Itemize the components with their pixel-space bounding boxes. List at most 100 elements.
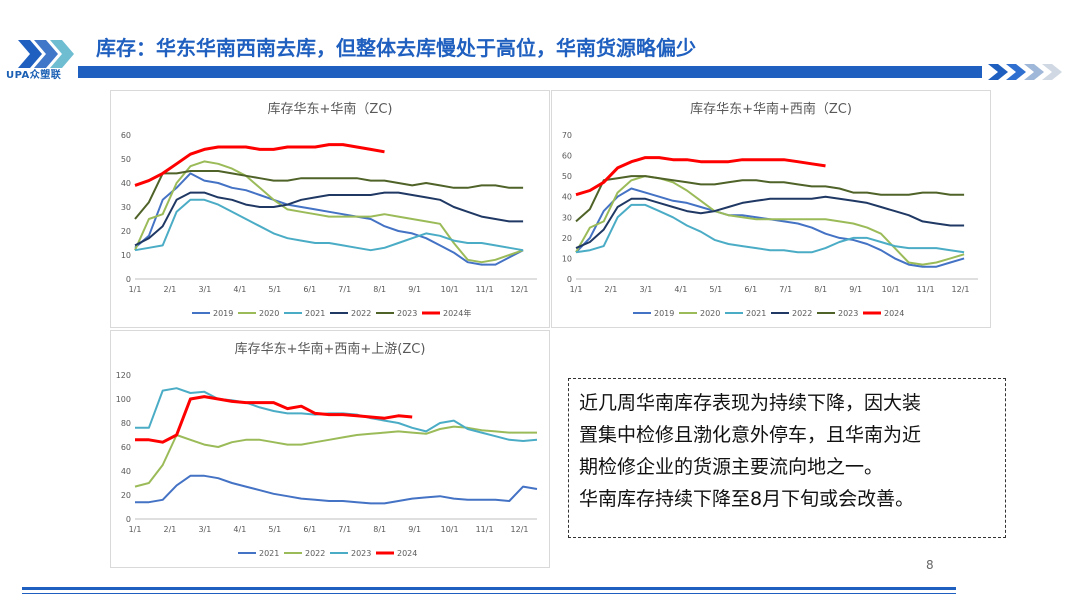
commentary-line: 华南库存持续下降至8月下旬或会改善。 <box>579 488 915 510</box>
header-bar <box>78 66 982 78</box>
page-number: 8 <box>926 558 934 572</box>
y-tick-label: 50 <box>121 155 131 164</box>
y-tick-label: 10 <box>121 251 131 260</box>
x-tick-label: 11/1 <box>476 525 494 534</box>
chart-title: 库存华东+华南（ZC) <box>268 101 393 117</box>
x-tick-label: 7/1 <box>779 285 792 294</box>
x-tick-label: 10/1 <box>882 285 900 294</box>
series-line-2022 <box>575 195 965 250</box>
x-tick-label: 1/1 <box>129 525 142 534</box>
chart-east-south-southwest-upstream: 库存华东+华南+西南+上游(ZC) 0 20 40 60 80 100 120 1/1 2/1 3/… <box>110 330 550 568</box>
x-tick-label: 4/1 <box>233 525 246 534</box>
chart-svg: 库存华东+华南（ZC) 0 10 20 30 40 50 60 1/1 2/1 3/1 4/1 5/1 6… <box>121 101 537 318</box>
x-tick-label: 8/1 <box>373 285 386 294</box>
legend-label: 2023 <box>838 309 858 318</box>
series-line-2021 <box>134 198 524 252</box>
x-tick-label: 6/1 <box>303 525 316 534</box>
x-tick-label: 2/1 <box>605 285 618 294</box>
commentary-line: 置集中检修且渤化意外停车，且华南为近 <box>579 424 922 446</box>
y-tick-label: 60 <box>121 443 131 452</box>
y-tick-label: 100 <box>116 395 131 404</box>
commentary-line: 期检修企业的货源主要流向地之一。 <box>579 456 884 478</box>
series-line-2023 <box>575 175 965 223</box>
x-tick-label: 8/1 <box>373 525 386 534</box>
x-tick-label: 9/1 <box>408 525 421 534</box>
upa-logo-icon <box>18 40 74 68</box>
legend-label: 2024 <box>397 549 417 558</box>
y-tick-label: 40 <box>562 193 572 202</box>
y-tick-label: 20 <box>121 491 131 500</box>
x-tick-label: 9/1 <box>408 285 421 294</box>
x-tick-label: 12/1 <box>511 285 529 294</box>
legend-label: 2021 <box>746 309 766 318</box>
x-tick-label: 9/1 <box>849 285 862 294</box>
series-line-2019 <box>575 187 965 268</box>
legend-label: 2020 <box>259 309 279 318</box>
page-title: 库存：华东华南西南去库，但整体去库慢处于高位，华南货源略偏少 <box>96 36 696 60</box>
y-tick-label: 10 <box>562 254 572 263</box>
x-tick-label: 5/1 <box>268 525 281 534</box>
x-tick-label: 6/1 <box>303 285 316 294</box>
x-tick-label: 1/1 <box>570 285 583 294</box>
x-tick-label: 4/1 <box>674 285 687 294</box>
x-tick-label: 3/1 <box>198 525 211 534</box>
x-tick-label: 11/1 <box>917 285 935 294</box>
y-tick-label: 80 <box>121 419 131 428</box>
legend-label: 2019 <box>213 309 233 318</box>
footer-line <box>22 587 956 590</box>
series-line-2019 <box>134 172 524 266</box>
y-tick-label: 0 <box>126 275 131 284</box>
legend-label: 2024 <box>884 309 904 318</box>
legend-label: 2019 <box>654 309 674 318</box>
y-tick-label: 30 <box>121 203 131 212</box>
legend-label: 2021 <box>305 309 325 318</box>
chart-east-south: 库存华东+华南（ZC) 0 10 20 30 40 50 60 1/1 2/1 3/1 4/1 5/1 6… <box>110 90 550 328</box>
legend-label: 2024年 <box>443 308 471 318</box>
chevrons-icon <box>988 64 1062 80</box>
series-line-2020 <box>134 160 524 264</box>
x-tick-label: 5/1 <box>268 285 281 294</box>
x-tick-label: 4/1 <box>233 285 246 294</box>
commentary-line: 近几周华南库存表现为持续下降，因大装 <box>579 392 922 414</box>
x-tick-label: 11/1 <box>476 285 494 294</box>
x-tick-label: 7/1 <box>338 525 351 534</box>
x-tick-label: 10/1 <box>441 525 459 534</box>
series-line-2022 <box>134 191 524 247</box>
series-line-2020 <box>575 175 965 266</box>
commentary-box: 近几周华南库存表现为持续下降，因大装 置集中检修且渤化意外停车，且华南为近 期检… <box>568 378 1006 538</box>
x-tick-label: 3/1 <box>639 285 652 294</box>
x-tick-label: 7/1 <box>338 285 351 294</box>
x-tick-label: 1/1 <box>129 285 142 294</box>
x-tick-label: 12/1 <box>952 285 970 294</box>
chart-svg: 库存华东+华南+西南+上游(ZC) 0 20 40 60 80 100 120 1/1 2/1 3/… <box>116 341 538 558</box>
y-tick-label: 40 <box>121 179 131 188</box>
chart-east-south-southwest: 库存华东+华南+西南（ZC) 0 10 20 30 40 50 60 70 1/1 2/1 3/1 4/… <box>551 90 991 328</box>
series-line-2023 <box>134 170 524 220</box>
y-tick-label: 70 <box>562 131 572 140</box>
legend-label: 2022 <box>351 309 371 318</box>
legend-label: 2021 <box>259 549 279 558</box>
series-line-2024 <box>575 156 826 197</box>
y-tick-label: 40 <box>121 467 131 476</box>
series-line-2021 <box>575 203 965 254</box>
series-line-2024年 <box>134 143 385 187</box>
logo-text: UPA众塑联 <box>6 70 62 81</box>
y-tick-label: 60 <box>562 152 572 161</box>
chart-title: 库存华东+华南+西南（ZC) <box>690 101 852 117</box>
y-tick-label: 120 <box>116 371 131 380</box>
legend-label: 2022 <box>792 309 812 318</box>
x-tick-label: 10/1 <box>441 285 459 294</box>
y-tick-label: 0 <box>126 515 131 524</box>
footer-line <box>22 593 956 594</box>
chart-svg: 库存华东+华南+西南（ZC) 0 10 20 30 40 50 60 70 1/1 2/1 3/1 4/… <box>562 101 978 318</box>
chart-title: 库存华东+华南+西南+上游(ZC) <box>235 341 426 357</box>
x-tick-label: 2/1 <box>164 285 177 294</box>
x-tick-label: 8/1 <box>814 285 827 294</box>
legend-label: 2023 <box>351 549 371 558</box>
legend-label: 2020 <box>700 309 720 318</box>
legend-label: 2022 <box>305 549 325 558</box>
x-tick-label: 2/1 <box>164 525 177 534</box>
legend-label: 2023 <box>397 309 417 318</box>
y-tick-label: 30 <box>562 213 572 222</box>
x-tick-label: 3/1 <box>198 285 211 294</box>
